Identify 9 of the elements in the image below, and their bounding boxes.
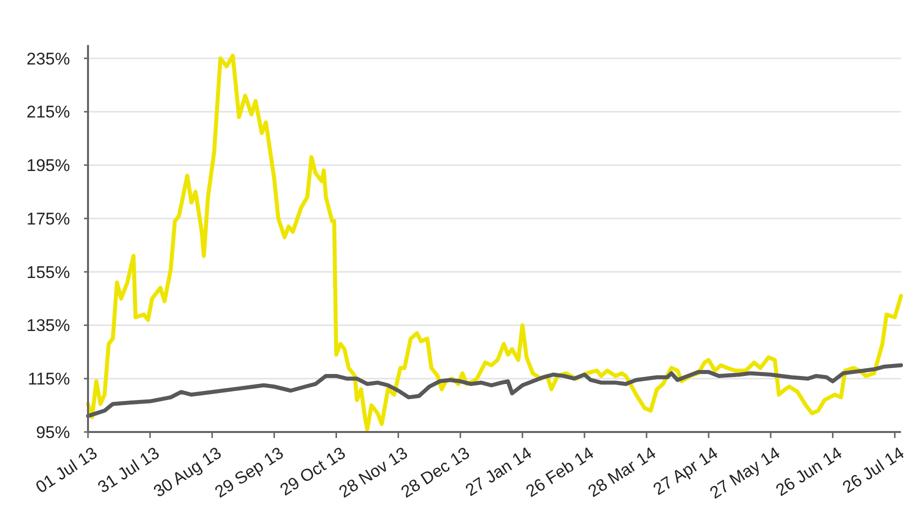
y-tick-label: 215% (26, 102, 70, 122)
y-tick-label: 135% (26, 316, 70, 336)
y-tick-label: 115% (28, 370, 70, 389)
y-tick-label: 95% (36, 422, 70, 442)
y-tick-label: 195% (26, 156, 70, 176)
y-tick-label: 155% (26, 262, 70, 282)
line-series (86, 363, 903, 418)
y-tick-label: 235% (26, 49, 70, 68)
y-tick-label: 175% (26, 209, 70, 228)
